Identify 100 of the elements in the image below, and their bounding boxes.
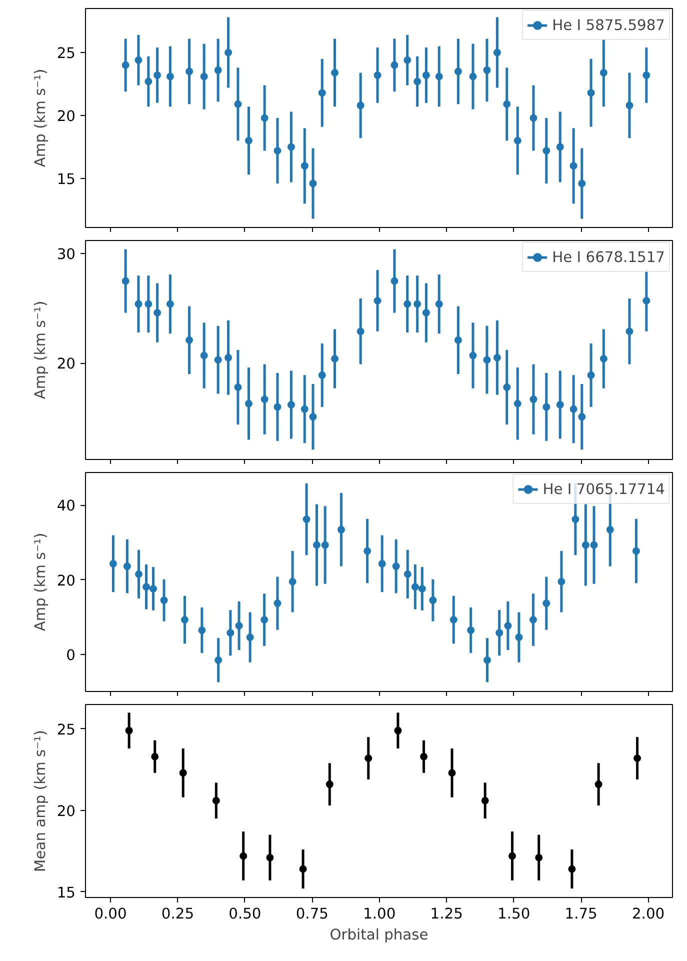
point <box>632 547 640 555</box>
point <box>558 578 566 586</box>
point <box>535 854 543 862</box>
point <box>235 622 243 630</box>
point <box>179 769 187 777</box>
y-tick-label: 20 <box>56 356 76 373</box>
point <box>530 114 538 122</box>
point <box>364 754 372 762</box>
point <box>214 656 222 664</box>
y-tick-label: 20 <box>56 572 76 590</box>
point <box>288 578 296 586</box>
point <box>529 616 537 624</box>
point <box>642 71 650 79</box>
point <box>394 726 402 734</box>
point <box>313 541 320 549</box>
point <box>299 865 307 873</box>
y-axis-title: Mean amp (km s⁻¹) <box>32 730 49 872</box>
point <box>483 656 491 664</box>
point <box>570 405 578 413</box>
point <box>302 515 310 523</box>
y-tick-label: 25 <box>56 721 76 738</box>
point <box>542 600 550 608</box>
point <box>123 562 131 570</box>
x-tick-label: 2.00 <box>632 906 665 922</box>
point <box>321 541 329 549</box>
point <box>214 66 222 74</box>
point <box>483 356 491 364</box>
point <box>122 277 130 285</box>
point <box>134 56 142 64</box>
point <box>493 354 501 362</box>
point <box>125 726 133 734</box>
point <box>266 854 274 862</box>
point <box>514 136 522 144</box>
point <box>422 309 430 317</box>
point <box>212 796 220 804</box>
point <box>414 78 422 86</box>
point <box>154 71 162 79</box>
point <box>493 48 501 56</box>
point <box>226 629 234 637</box>
point <box>418 584 426 592</box>
y-tick-label: 40 <box>56 498 76 515</box>
y-tick-label: 20 <box>56 802 76 820</box>
legend-label: He I 6678.1517 <box>552 248 665 266</box>
point <box>198 626 206 634</box>
point <box>378 560 386 568</box>
point <box>642 296 650 304</box>
point <box>420 752 428 760</box>
x-tick-label: 0.25 <box>161 906 194 922</box>
point <box>326 780 334 788</box>
point <box>404 56 412 64</box>
point <box>578 413 586 421</box>
legend-label: He I 7065.17714 <box>542 480 665 498</box>
point <box>448 769 456 777</box>
point <box>234 383 242 391</box>
x-axis-title: Orbital phase <box>330 926 428 944</box>
point <box>390 61 398 69</box>
point <box>483 66 491 74</box>
point <box>166 72 174 80</box>
point <box>309 413 317 421</box>
point <box>331 355 339 363</box>
point <box>186 336 194 344</box>
point <box>435 72 443 80</box>
point <box>318 89 326 97</box>
x-tick-label: 0.50 <box>228 906 262 922</box>
point <box>287 401 295 408</box>
x-tick-label: 0.00 <box>94 906 127 922</box>
y-tick-label: 15 <box>56 884 76 902</box>
point <box>504 622 512 630</box>
point <box>556 143 564 151</box>
point <box>594 780 602 788</box>
x-tick-label: 1.50 <box>498 906 530 922</box>
point <box>435 300 443 308</box>
point <box>166 300 174 308</box>
point <box>134 570 142 578</box>
point <box>590 541 598 549</box>
point <box>626 102 634 110</box>
point <box>542 146 550 154</box>
point <box>200 352 208 360</box>
y-axis-title: Amp (km s⁻¹) <box>32 300 49 400</box>
point <box>122 61 130 69</box>
x-tick-label: 1.25 <box>430 906 463 922</box>
point <box>309 180 317 188</box>
point <box>240 852 248 860</box>
point <box>180 616 188 624</box>
point <box>260 616 268 624</box>
point <box>496 629 504 637</box>
point <box>515 634 523 642</box>
point <box>374 296 382 304</box>
point <box>246 634 254 642</box>
point <box>214 356 222 364</box>
point <box>274 600 282 608</box>
point <box>414 300 422 308</box>
point <box>600 355 608 363</box>
point <box>337 526 345 534</box>
y-tick-label: 30 <box>56 246 76 264</box>
point <box>411 583 419 591</box>
x-tick-label: 1.00 <box>363 906 396 922</box>
point <box>514 400 522 408</box>
point <box>151 752 159 760</box>
point <box>469 72 477 80</box>
